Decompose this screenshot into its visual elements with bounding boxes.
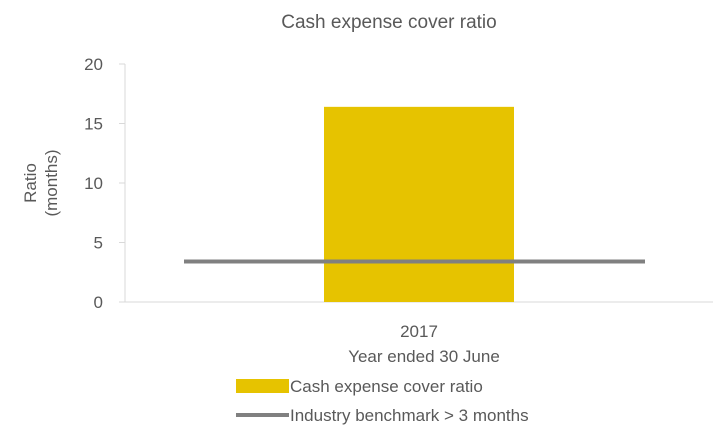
y-axis-title-line-2: (months) [42, 149, 61, 216]
bars [324, 106, 514, 302]
bar-2017 [324, 106, 514, 302]
chart-title: Cash expense cover ratio [281, 12, 496, 33]
y-axis-title: Ratio (months) [21, 149, 61, 216]
y-tick-label: 10 [84, 174, 103, 193]
legend-label-line: Industry benchmark > 3 months [290, 406, 529, 425]
legend-swatch-bar [236, 379, 289, 393]
y-axis-title-line-1: Ratio [21, 163, 40, 203]
x-axis-title: Year ended 30 June [348, 347, 500, 366]
legend-label-bar: Cash expense cover ratio [290, 377, 483, 396]
y-tick-label: 0 [94, 293, 103, 312]
x-tick-label: 2017 [400, 322, 438, 341]
y-ticks: 0 5 10 15 20 [84, 55, 125, 312]
y-tick-label: 5 [94, 234, 103, 253]
y-tick-label: 20 [84, 55, 103, 74]
legend: Cash expense cover ratio Industry benchm… [236, 377, 529, 425]
x-ticks: 2017 [400, 322, 438, 341]
y-tick-label: 15 [84, 115, 103, 134]
